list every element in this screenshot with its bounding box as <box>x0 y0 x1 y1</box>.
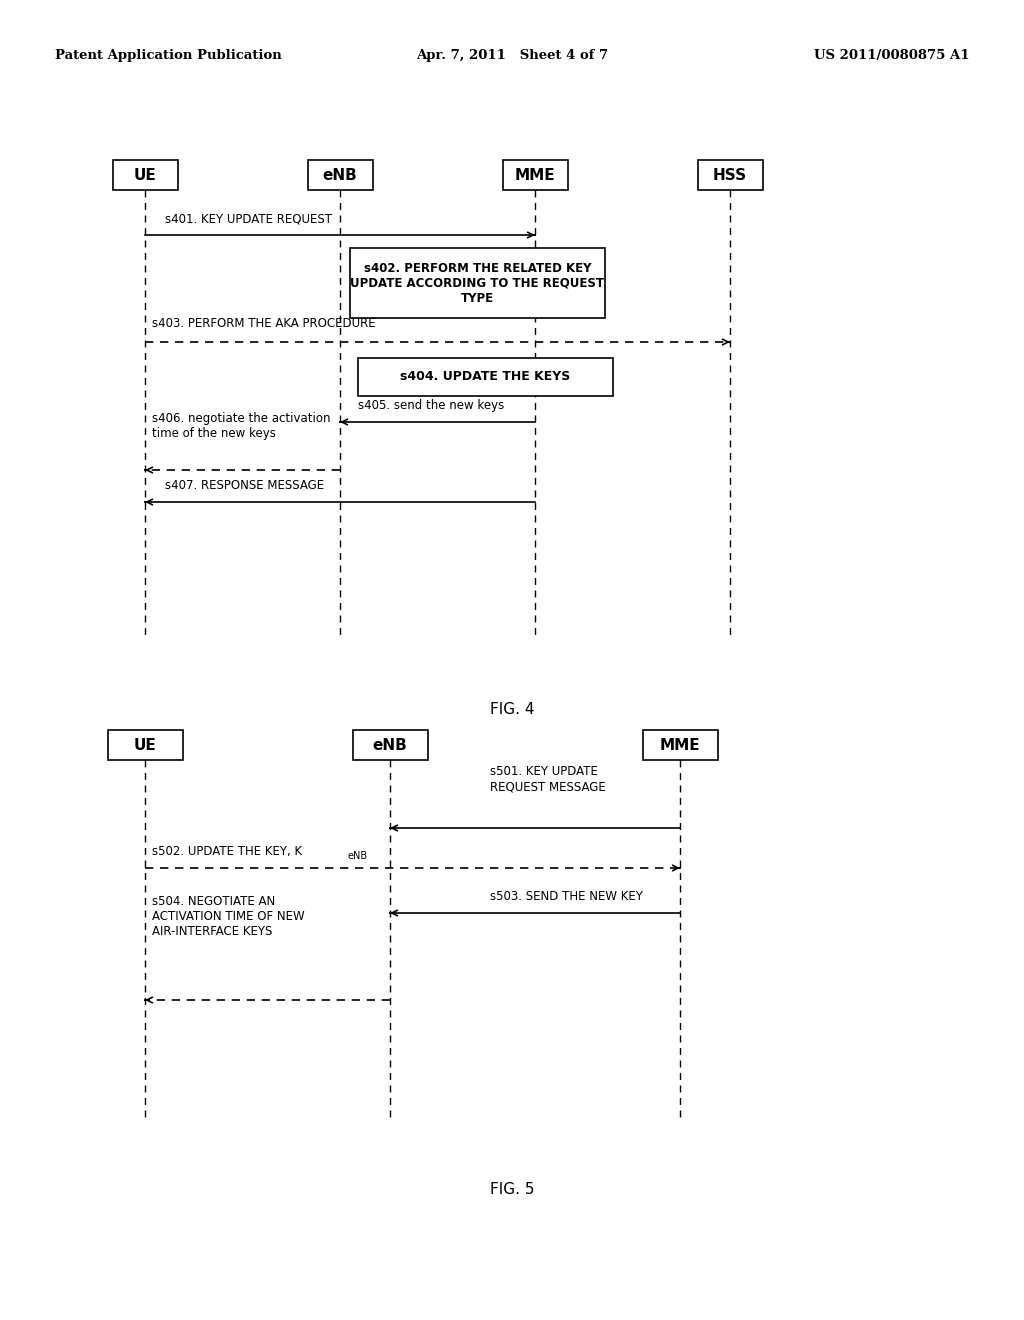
Text: US 2011/0080875 A1: US 2011/0080875 A1 <box>813 49 969 62</box>
Text: s502. UPDATE THE KEY, K: s502. UPDATE THE KEY, K <box>152 845 302 858</box>
Text: eNB: eNB <box>323 168 357 182</box>
Bar <box>113 160 177 190</box>
Text: UE: UE <box>133 168 157 182</box>
Text: s402. PERFORM THE RELATED KEY
UPDATE ACCORDING TO THE REQUEST
TYPE: s402. PERFORM THE RELATED KEY UPDATE ACC… <box>350 261 604 305</box>
Text: s501. KEY UPDATE
REQUEST MESSAGE: s501. KEY UPDATE REQUEST MESSAGE <box>490 766 606 793</box>
Text: s404. UPDATE THE KEYS: s404. UPDATE THE KEYS <box>400 371 570 384</box>
Text: MME: MME <box>659 738 700 752</box>
Text: s405. send the new keys: s405. send the new keys <box>358 399 504 412</box>
Text: s407. RESPONSE MESSAGE: s407. RESPONSE MESSAGE <box>165 479 325 492</box>
Bar <box>307 160 373 190</box>
Text: UE: UE <box>133 738 157 752</box>
Text: s406. negotiate the activation
time of the new keys: s406. negotiate the activation time of t… <box>152 412 331 440</box>
Text: Apr. 7, 2011   Sheet 4 of 7: Apr. 7, 2011 Sheet 4 of 7 <box>416 49 608 62</box>
Text: s503. SEND THE NEW KEY: s503. SEND THE NEW KEY <box>490 890 643 903</box>
Bar <box>358 358 613 396</box>
Text: eNB: eNB <box>347 851 368 861</box>
Text: s504. NEGOTIATE AN
ACTIVATION TIME OF NEW
AIR-INTERFACE KEYS: s504. NEGOTIATE AN ACTIVATION TIME OF NE… <box>152 895 304 939</box>
Text: Patent Application Publication: Patent Application Publication <box>55 49 282 62</box>
Bar <box>642 730 718 760</box>
Text: s403. PERFORM THE AKA PROCEDURE: s403. PERFORM THE AKA PROCEDURE <box>152 317 376 330</box>
Text: FIG. 5: FIG. 5 <box>489 1183 535 1197</box>
Bar <box>697 160 763 190</box>
Bar <box>352 730 427 760</box>
Text: FIG. 4: FIG. 4 <box>489 702 535 718</box>
Bar <box>350 248 605 318</box>
Text: eNB: eNB <box>373 738 408 752</box>
Text: s401. KEY UPDATE REQUEST: s401. KEY UPDATE REQUEST <box>165 213 332 224</box>
Bar <box>108 730 182 760</box>
Text: MME: MME <box>515 168 555 182</box>
Bar <box>503 160 567 190</box>
Text: HSS: HSS <box>713 168 748 182</box>
